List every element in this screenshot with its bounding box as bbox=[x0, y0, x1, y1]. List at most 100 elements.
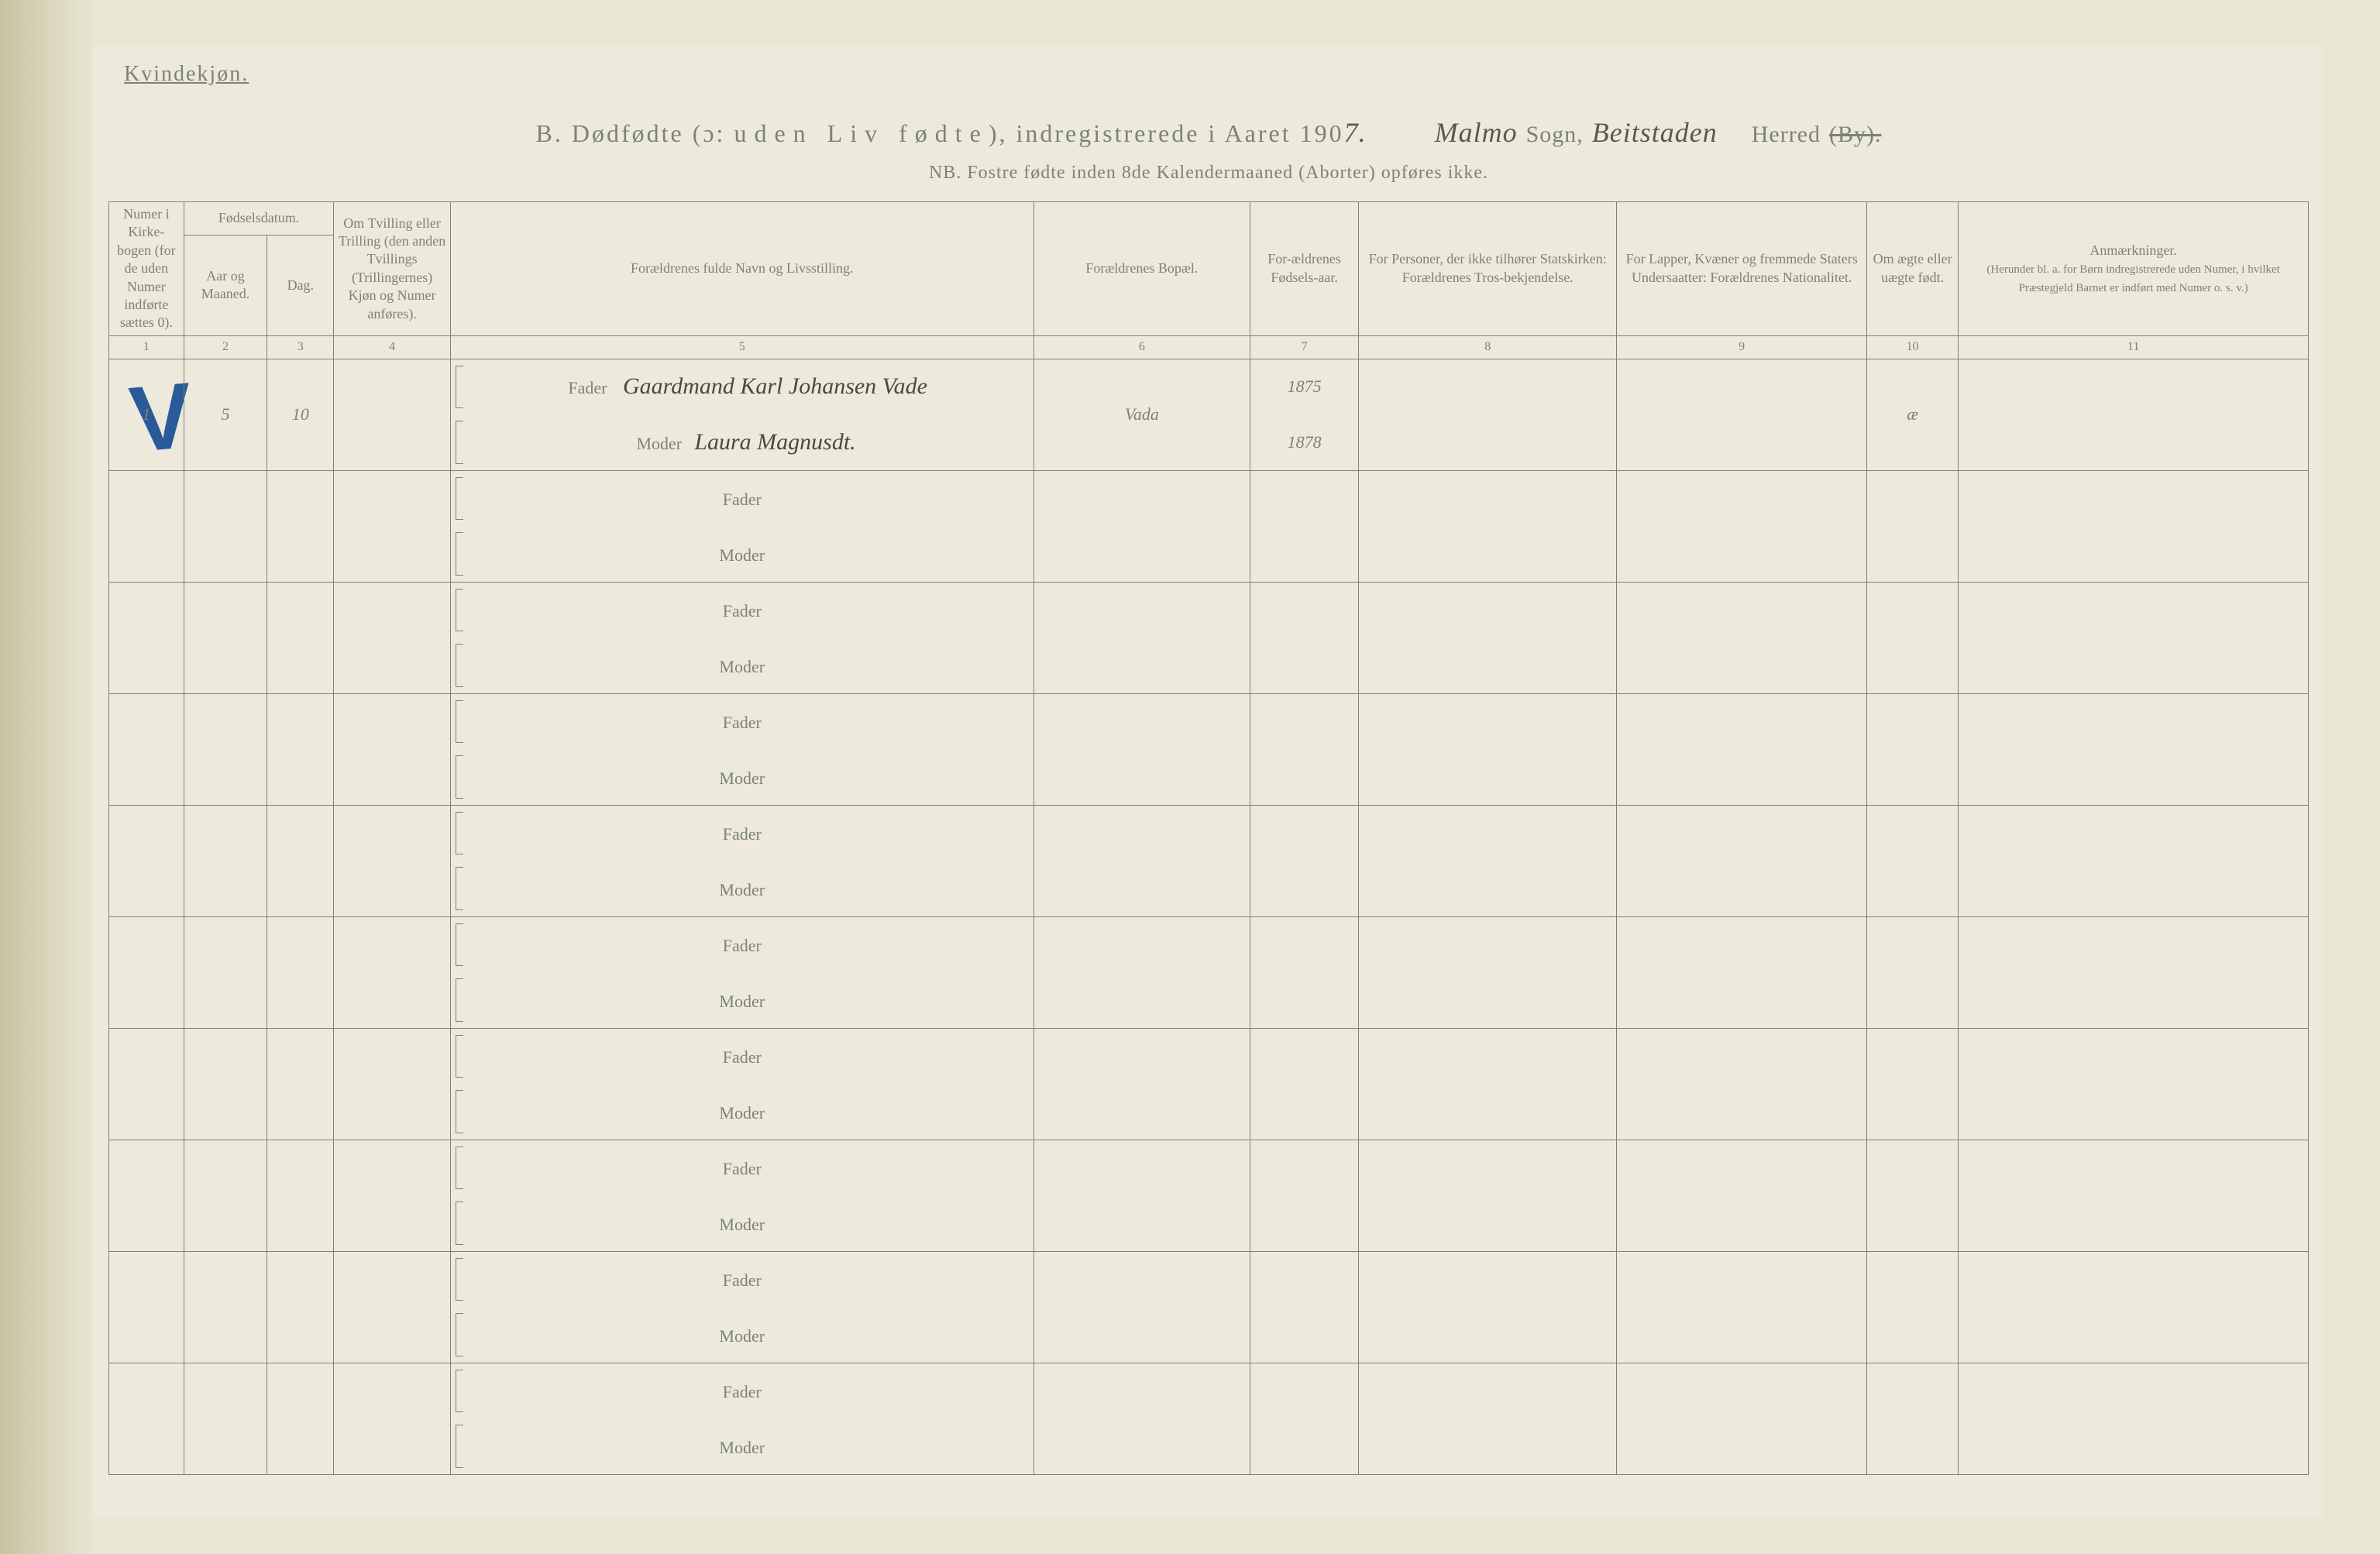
col-header-aar-maaned: Aar og Maaned. bbox=[184, 236, 267, 336]
cell-bopael bbox=[1034, 470, 1250, 582]
cell-fader: Fader bbox=[450, 916, 1034, 972]
cell-fader: Fader bbox=[450, 805, 1034, 861]
cell-fader: Fader bbox=[450, 1028, 1034, 1084]
table-body: 1510Fader Gaardmand Karl Johansen VadeVa… bbox=[109, 359, 2309, 1474]
cell-aegte: æ bbox=[1866, 359, 1958, 470]
herred-by-struck: (By). bbox=[1829, 122, 1882, 147]
colnum: 7 bbox=[1250, 335, 1359, 359]
cell-aegte bbox=[1866, 1363, 1958, 1474]
cell-numer bbox=[109, 916, 184, 1028]
cell-numer bbox=[109, 1363, 184, 1474]
cell-tvilling bbox=[334, 693, 451, 805]
cell-tros bbox=[1359, 916, 1617, 1028]
cell-fader: Fader Gaardmand Karl Johansen Vade bbox=[450, 359, 1034, 414]
col-header-aegte: Om ægte eller uægte født. bbox=[1866, 202, 1958, 336]
cell-aar-maaned bbox=[184, 805, 267, 916]
cell-moder: Moder bbox=[450, 861, 1034, 916]
cell-moder: Moder bbox=[450, 1084, 1034, 1140]
colnum: 5 bbox=[450, 335, 1034, 359]
cell-moder-aar bbox=[1250, 972, 1359, 1028]
cell-moder-aar bbox=[1250, 1418, 1359, 1474]
colnum: 2 bbox=[184, 335, 267, 359]
cell-aar-maaned bbox=[184, 916, 267, 1028]
cell-aar-maaned bbox=[184, 470, 267, 582]
cell-tvilling bbox=[334, 1140, 451, 1251]
table-row: Fader bbox=[109, 582, 2309, 638]
nb-line: NB. Fostre fødte inden 8de Kalendermaane… bbox=[93, 163, 2324, 184]
cell-moder: Moder bbox=[450, 1307, 1034, 1363]
cell-fader-aar bbox=[1250, 582, 1359, 638]
cell-nationalitet bbox=[1617, 582, 1867, 693]
cell-fader: Fader bbox=[450, 1363, 1034, 1418]
document-page: Kvindekjøn. B. Dødfødte (ɔ: uden Liv fød… bbox=[93, 46, 2324, 1518]
cell-tros bbox=[1359, 582, 1617, 693]
cell-tvilling bbox=[334, 470, 451, 582]
cell-anm bbox=[1959, 1251, 2309, 1363]
herred-handwritten: Beitstaden bbox=[1592, 117, 1718, 148]
cell-anm bbox=[1959, 916, 2309, 1028]
cell-tvilling bbox=[334, 1028, 451, 1140]
cell-nationalitet bbox=[1617, 805, 1867, 916]
table-row: Fader bbox=[109, 916, 2309, 972]
cell-fader-aar bbox=[1250, 1251, 1359, 1307]
cell-moder: Moder bbox=[450, 972, 1034, 1028]
cell-tvilling bbox=[334, 359, 451, 470]
cell-dag bbox=[267, 916, 334, 1028]
cell-fader-aar bbox=[1250, 470, 1359, 526]
cell-nationalitet bbox=[1617, 1028, 1867, 1140]
cell-bopael bbox=[1034, 693, 1250, 805]
anm-title: Anmærkninger. bbox=[2089, 242, 2177, 258]
cell-moder: Moder bbox=[450, 1195, 1034, 1251]
cell-bopael bbox=[1034, 916, 1250, 1028]
title-line: B. Dødfødte (ɔ: uden Liv fødte), indregi… bbox=[93, 116, 2324, 149]
register-table: Numer i Kirke-bogen (for de uden Numer i… bbox=[108, 201, 2309, 1475]
cell-fader-aar bbox=[1250, 1140, 1359, 1195]
cell-dag bbox=[267, 582, 334, 693]
cell-fader-aar bbox=[1250, 805, 1359, 861]
col-header-nationalitet: For Lapper, Kvæner og fremmede Staters U… bbox=[1617, 202, 1867, 336]
cell-bopael bbox=[1034, 1251, 1250, 1363]
title-prefix: B. Dødfødte (ɔ: bbox=[535, 119, 725, 147]
cell-aar-maaned bbox=[184, 693, 267, 805]
cell-fader: Fader bbox=[450, 693, 1034, 749]
cell-numer bbox=[109, 1028, 184, 1140]
cell-numer: 1 bbox=[109, 359, 184, 470]
cell-fader-aar bbox=[1250, 1028, 1359, 1084]
colnum: 3 bbox=[267, 335, 334, 359]
cell-fader-aar bbox=[1250, 693, 1359, 749]
cell-nationalitet bbox=[1617, 1251, 1867, 1363]
cell-tros bbox=[1359, 1140, 1617, 1251]
cell-fader: Fader bbox=[450, 1251, 1034, 1307]
cell-fader-aar: 1875 bbox=[1250, 359, 1359, 414]
cell-moder-aar: 1878 bbox=[1250, 414, 1359, 470]
cell-numer bbox=[109, 693, 184, 805]
cell-anm bbox=[1959, 693, 2309, 805]
cell-dag bbox=[267, 1140, 334, 1251]
table-row: Fader bbox=[109, 1140, 2309, 1195]
col-header-fodselsaar: For-ældrenes Fødsels-aar. bbox=[1250, 202, 1359, 336]
sogn-label: Sogn, bbox=[1526, 122, 1584, 147]
cell-bopael: Vada bbox=[1034, 359, 1250, 470]
cell-tvilling bbox=[334, 1251, 451, 1363]
cell-tros bbox=[1359, 470, 1617, 582]
cell-dag bbox=[267, 805, 334, 916]
cell-dag bbox=[267, 470, 334, 582]
cell-fader: Fader bbox=[450, 582, 1034, 638]
cell-bopael bbox=[1034, 1028, 1250, 1140]
cell-dag bbox=[267, 1363, 334, 1474]
cell-bopael bbox=[1034, 582, 1250, 693]
table-header: Numer i Kirke-bogen (for de uden Numer i… bbox=[109, 202, 2309, 359]
cell-anm bbox=[1959, 1363, 2309, 1474]
col-header-bopael: Forældrenes Bopæl. bbox=[1034, 202, 1250, 336]
cell-aegte bbox=[1866, 693, 1958, 805]
col-header-foraeldre-navn: Forældrenes fulde Navn og Livsstilling. bbox=[450, 202, 1034, 336]
cell-tvilling bbox=[334, 582, 451, 693]
cell-numer bbox=[109, 1251, 184, 1363]
cell-numer bbox=[109, 1140, 184, 1251]
title-suffix: ), indregistrerede i Aaret 190 bbox=[989, 119, 1344, 147]
cell-nationalitet bbox=[1617, 916, 1867, 1028]
cell-tros bbox=[1359, 359, 1617, 470]
colnum: 8 bbox=[1359, 335, 1617, 359]
cell-moder-aar bbox=[1250, 638, 1359, 693]
colnum: 4 bbox=[334, 335, 451, 359]
